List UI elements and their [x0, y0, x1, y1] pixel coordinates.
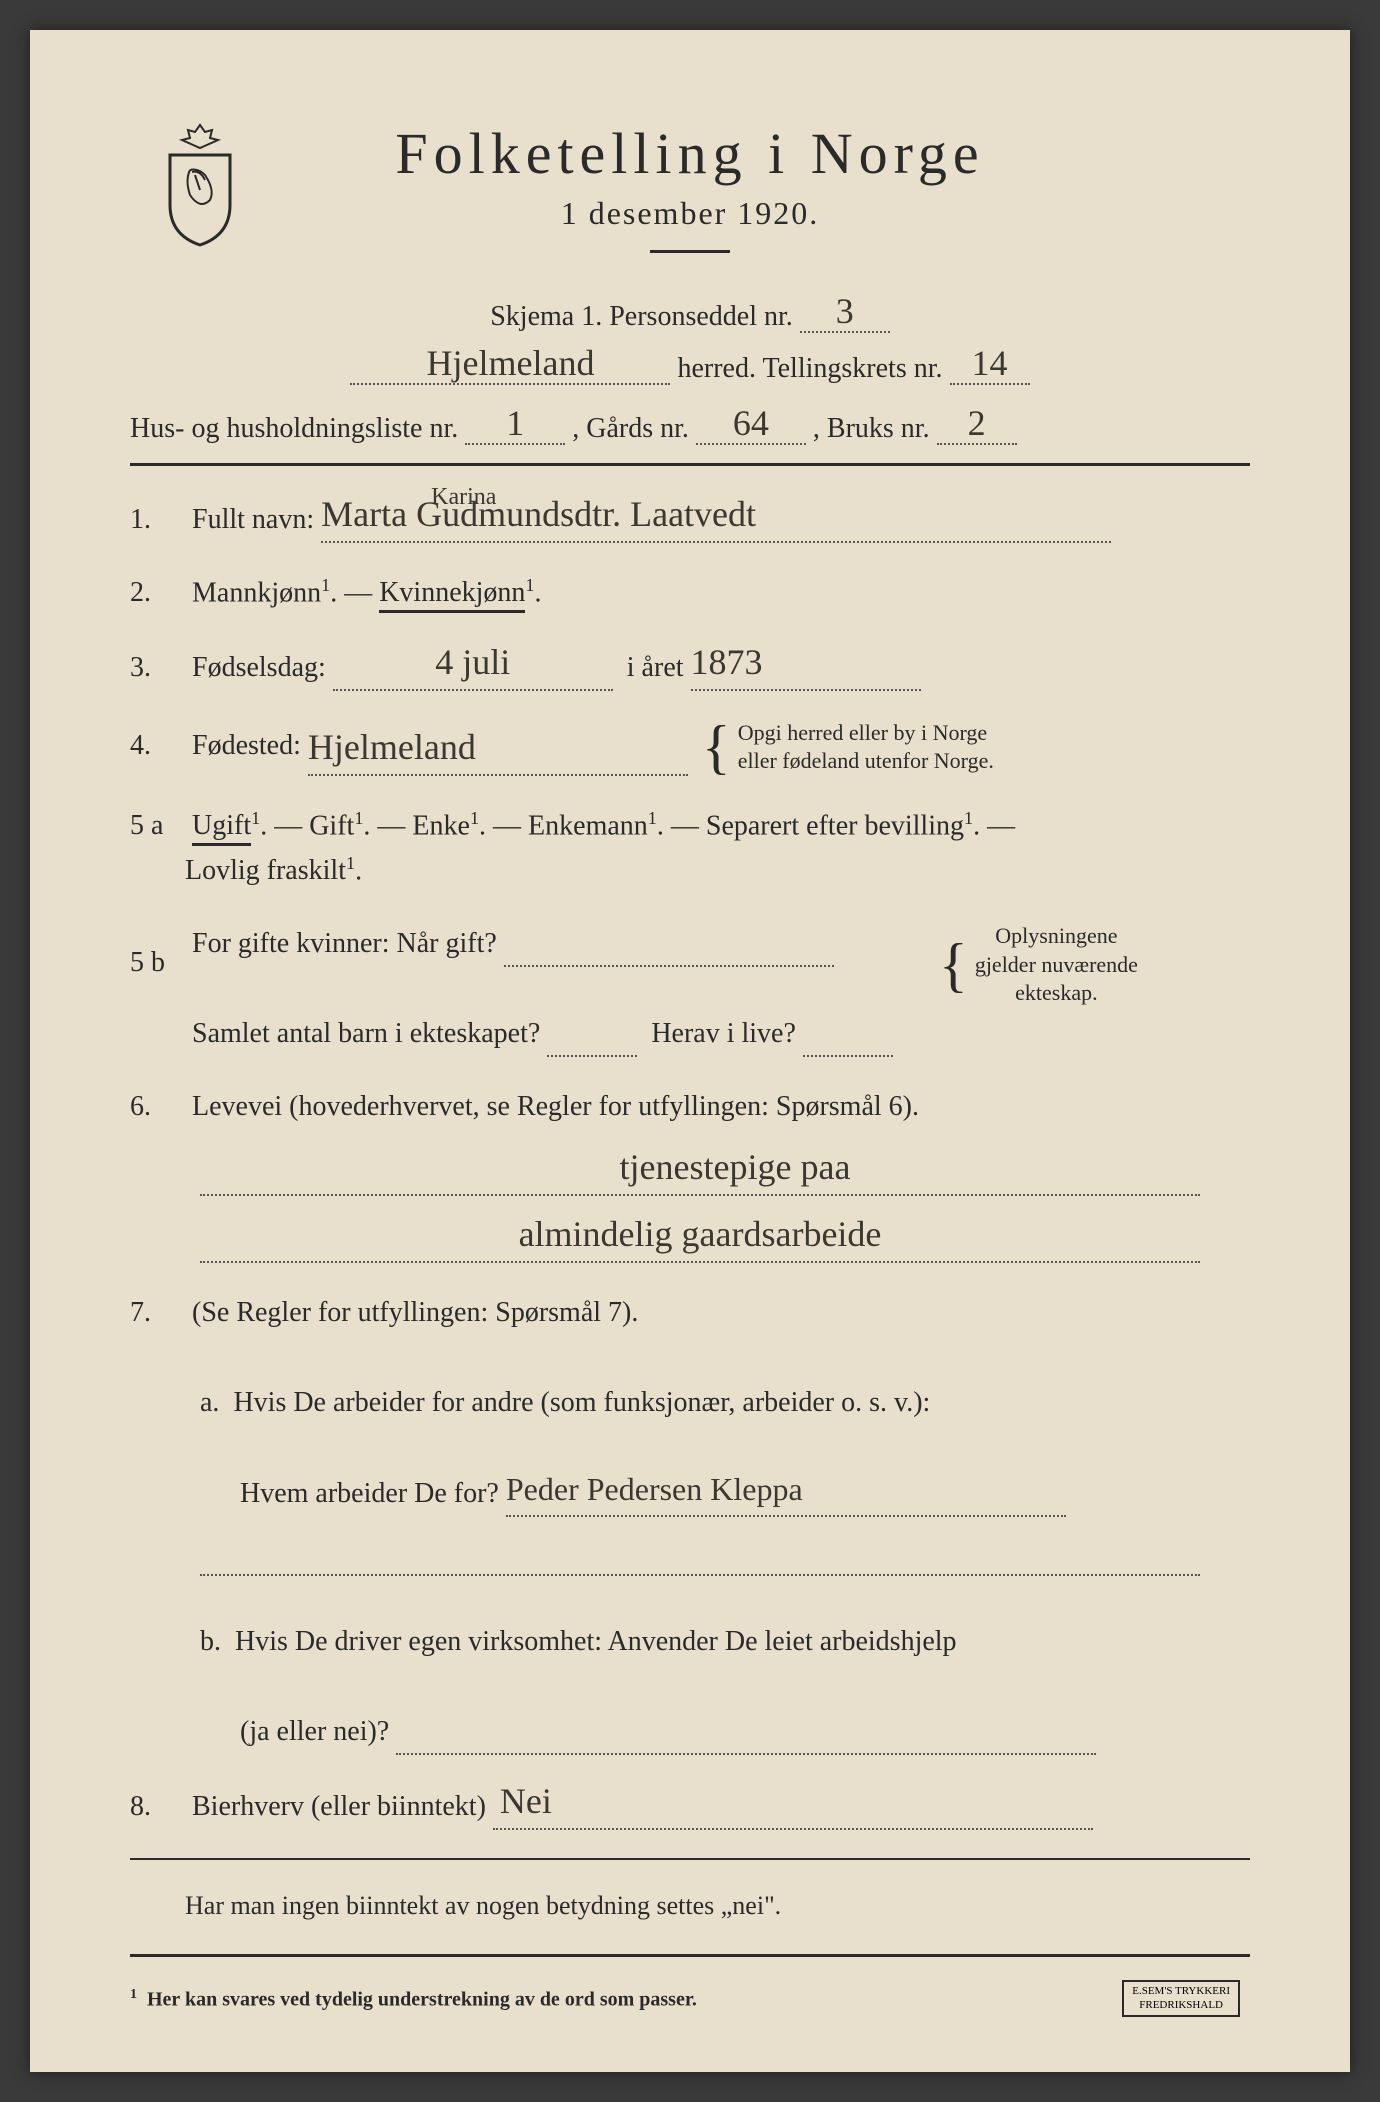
coat-of-arms-icon — [150, 120, 250, 250]
bruks-label: , Bruks nr. — [813, 413, 930, 444]
herred-line: Hjelmeland herred. Tellingskrets nr. 14 — [130, 345, 1250, 385]
q5a-ugift: Ugift — [192, 810, 251, 846]
q6-value1: tjenestepige paa — [620, 1149, 851, 1185]
q5b-line2b: Herav i live? — [651, 1018, 796, 1049]
skjema-label: Skjema 1. Personseddel nr. — [490, 301, 793, 332]
q3-day: 4 juli — [435, 644, 510, 680]
q5b-row: 5 b For gifte kvinner: Når gift? Samlet … — [130, 922, 1250, 1056]
footer-rule — [130, 1858, 1250, 1860]
tellingskrets-nr: 14 — [972, 345, 1008, 381]
q4-label: Fødested: — [192, 730, 301, 761]
herred-label: herred. Tellingskrets nr. — [677, 353, 942, 384]
q5b-line1: For gifte kvinner: Når gift? — [192, 928, 497, 959]
q2-opt1: Mannkjønn — [192, 577, 321, 608]
q1-row: 1. Fullt navn: Karina Marta Gudmundsdtr.… — [130, 496, 1250, 543]
form-date: 1 desember 1920. — [130, 195, 1250, 232]
form-header: Folketelling i Norge 1 desember 1920. — [130, 120, 1250, 253]
q8-value: Nei — [500, 1783, 552, 1819]
q2-opt2: Kvinnekjønn — [379, 577, 525, 613]
printer-stamp: E.SEM'S TRYKKERI FREDRIKSHALD — [1122, 1980, 1240, 2016]
q7a-label: Hvis De arbeider for andre (som funksjon… — [233, 1387, 930, 1418]
husliste-label: Hus- og husholdningsliste nr. — [130, 413, 458, 444]
herred-name: Hjelmeland — [427, 345, 595, 381]
q7-row: 7. (Se Regler for utfyllingen: Spørsmål … — [130, 1291, 1250, 1755]
q5b-line2a: Samlet antal barn i ekteskapet? — [192, 1018, 540, 1049]
q7-label: (Se Regler for utfyllingen: Spørsmål 7). — [192, 1297, 638, 1328]
q1-value: Marta Gudmundsdtr. Laatvedt — [321, 496, 756, 532]
q3-label: Fødselsdag: — [192, 652, 326, 683]
q5a-enkemann: Enkemann — [528, 810, 648, 841]
census-form-page: Folketelling i Norge 1 desember 1920. Sk… — [30, 30, 1350, 2072]
q5a-row: 5 a Ugift1. — Gift1. — Enke1. — Enkemann… — [130, 804, 1250, 894]
q1-label: Fullt navn: — [192, 504, 314, 535]
q7b-q: (ja eller nei)? — [240, 1716, 389, 1747]
q3-mid: i året — [627, 652, 684, 683]
gards-label: , Gårds nr. — [572, 413, 689, 444]
personseddel-nr: 3 — [836, 293, 854, 329]
q4-value: Hjelmeland — [308, 729, 476, 765]
husliste-nr: 1 — [506, 405, 524, 441]
skjema-line: Skjema 1. Personseddel nr. 3 — [130, 293, 1250, 333]
q7b-label: Hvis De driver egen virksomhet: Anvender… — [235, 1626, 957, 1657]
q5b-note: Oplysningene gjelder nuværende ekteskap. — [975, 922, 1138, 1008]
q7a-q: Hvem arbeider De for? — [240, 1478, 499, 1509]
form-title: Folketelling i Norge — [130, 120, 1250, 187]
q7a-value: Peder Pedersen Kleppa — [506, 1473, 803, 1505]
header-rule — [130, 463, 1250, 466]
footnote: 1 Her kan svares ved tydelig understrekn… — [130, 1987, 1250, 2012]
q3-year: 1873 — [691, 644, 763, 680]
footer-note: Har man ingen biinntekt av nogen betydni… — [130, 1885, 1250, 1927]
q8-label: Bierhverv (eller biinntekt) — [192, 1791, 486, 1822]
q6-row: 6. Levevei (hovederhvervet, se Regler fo… — [130, 1085, 1250, 1263]
title-divider — [650, 250, 730, 253]
gards-nr: 64 — [733, 405, 769, 441]
liste-line: Hus- og husholdningsliste nr. 1 , Gårds … — [130, 405, 1250, 445]
q5a-gift: Gift — [309, 810, 354, 841]
q4-note: Opgi herred eller by i Norge eller fødel… — [738, 719, 994, 776]
q8-row: 8. Bierhverv (eller biinntekt) Nei — [130, 1783, 1250, 1830]
q5a-separert: Separert efter bevilling — [706, 810, 964, 841]
q6-value2: almindelig gaardsarbeide — [519, 1216, 882, 1252]
q3-row: 3. Fødselsdag: 4 juli i året 1873 — [130, 644, 1250, 691]
q6-label: Levevei (hovederhvervet, se Regler for u… — [192, 1091, 919, 1122]
bruks-nr: 2 — [968, 405, 986, 441]
q4-row: 4. Fødested: Hjelmeland { Opgi herred el… — [130, 719, 1250, 776]
q5a-fraskilt: Lovlig fraskilt — [130, 855, 346, 886]
bottom-rule — [130, 1954, 1250, 1957]
q2-row: 2. Mannkjønn1. — Kvinnekjønn1. — [130, 571, 1250, 616]
q5a-enke: Enke — [412, 810, 470, 841]
